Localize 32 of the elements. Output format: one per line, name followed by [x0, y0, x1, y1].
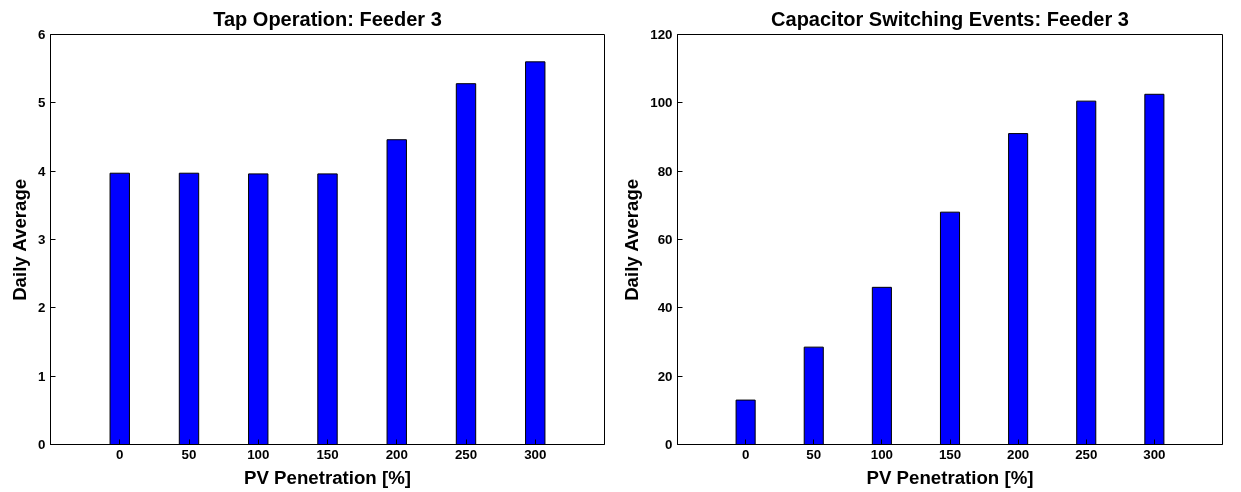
x-tick-label: 100 [247, 446, 270, 462]
x-axis-title: PV Penetration [%] [244, 466, 411, 488]
x-tick-label: 250 [1075, 446, 1098, 462]
y-tick-label: 20 [657, 368, 673, 384]
y-tick-label: 4 [38, 163, 47, 179]
y-tick-label: 100 [650, 95, 673, 111]
y-tick-label: 40 [657, 300, 673, 316]
x-tick-label: 150 [938, 446, 962, 462]
y-tick-label: 60 [657, 232, 673, 247]
x-tick-label: 200 [1007, 446, 1030, 462]
y-axis-title: Daily Average [9, 178, 31, 301]
y-tick-label: 120 [650, 27, 673, 42]
x-tick-label: 50 [806, 446, 822, 462]
x-tick-label: 100 [870, 446, 894, 462]
y-tick-label: 1 [38, 368, 47, 384]
x-axis-title: PV Penetration [%] [866, 466, 1034, 488]
y-tick-label: 2 [38, 300, 46, 316]
y-tick-label: 80 [657, 163, 673, 179]
x-tick-label: 150 [316, 446, 339, 462]
x-tick-label: 50 [181, 446, 197, 462]
x-tick-label: 250 [454, 446, 478, 462]
x-tick-label: 200 [385, 446, 408, 462]
x-tick-label: 300 [524, 446, 547, 462]
x-tick-label: 0 [116, 446, 124, 462]
chart-title: Capacitor Switching Events: Feeder 3 [771, 7, 1129, 30]
y-axis-title: Daily Average [621, 178, 643, 301]
x-tick-label: 300 [1143, 446, 1166, 462]
y-tick-label: 3 [38, 232, 46, 247]
chart-title: Tap Operation: Feeder 3 [213, 7, 442, 30]
y-tick-label: 5 [38, 95, 47, 111]
x-tick-label: 0 [741, 446, 750, 462]
y-tick-label: 6 [38, 27, 46, 42]
